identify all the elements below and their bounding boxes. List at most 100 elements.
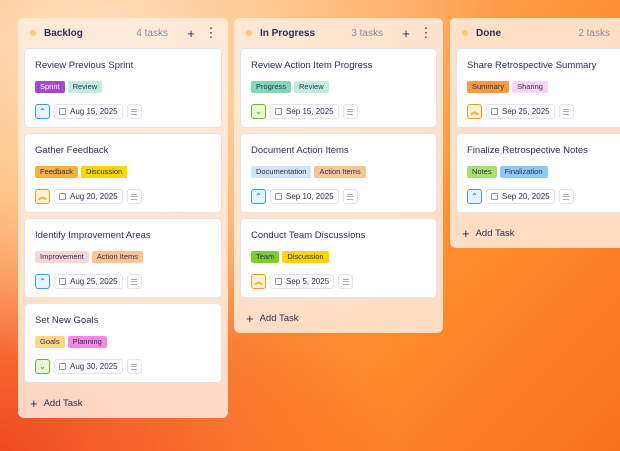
description-icon[interactable] xyxy=(342,104,358,119)
task-title: Review Action Item Progress xyxy=(251,60,373,71)
tag[interactable]: Goals xyxy=(35,336,65,348)
column-title: Backlog xyxy=(44,27,83,39)
task-card[interactable]: Document Action Items Documentation Action… xyxy=(240,133,437,213)
card-footer: ︽ Aug 20, 2025 xyxy=(35,189,211,204)
due-date: Sep 10, 2025 xyxy=(286,192,334,201)
task-card[interactable]: Review Action Item Progress Progress Revie… xyxy=(240,48,437,128)
due-date-button[interactable]: Aug 20, 2025 xyxy=(54,189,123,204)
column-header: In Progress 3 tasks + ⋮ xyxy=(240,18,437,48)
card-footer: ⌃ Sep 10, 2025 xyxy=(251,189,426,204)
tag[interactable]: Finalization xyxy=(499,166,548,178)
task-title: Document Action Items xyxy=(251,145,349,156)
tag[interactable]: Documentation xyxy=(251,166,312,178)
status-dot-icon xyxy=(30,30,36,36)
card-footer: ︽ Sep 5, 2025 xyxy=(251,274,426,289)
due-date-button[interactable]: Sep 5, 2025 xyxy=(270,274,335,289)
chevron-down-icon[interactable]: ⌄ xyxy=(35,359,50,374)
card-footer: ⌃ Aug 15, 2025 xyxy=(35,104,211,119)
description-icon[interactable] xyxy=(126,274,142,289)
double-chevron-up-icon[interactable]: ︽ xyxy=(35,189,50,204)
calendar-icon xyxy=(491,108,498,115)
tag[interactable]: Action Items xyxy=(91,251,144,263)
more-vertical-icon[interactable]: ⋮ xyxy=(419,25,433,40)
description-icon[interactable] xyxy=(126,104,142,119)
description-icon[interactable] xyxy=(342,189,358,204)
add-icon[interactable]: + xyxy=(402,25,410,41)
tag[interactable]: Summary xyxy=(467,81,510,93)
tag[interactable]: Planning xyxy=(67,336,107,348)
tag[interactable]: Discussion xyxy=(80,166,128,178)
task-title: Gather Feedback xyxy=(35,145,109,156)
chevron-up-icon[interactable]: ⌃ xyxy=(467,189,482,204)
due-date-button[interactable]: Aug 25, 2025 xyxy=(54,274,123,289)
chevron-down-icon[interactable]: ⌄ xyxy=(251,104,266,119)
column-done: Done 2 tasks Share Retrospective Summary Su… xyxy=(450,18,620,248)
task-card[interactable]: Conduct Team Discussions Team Discussion ︽ S… xyxy=(240,218,437,298)
tag-list: Progress Review xyxy=(251,81,426,93)
description-icon[interactable] xyxy=(126,189,142,204)
chevron-up-icon[interactable]: ⌃ xyxy=(35,274,50,289)
chevron-up-icon[interactable]: ⌃ xyxy=(251,189,266,204)
card-footer: ⌃ Aug 25, 2025 xyxy=(35,274,211,289)
task-title: Share Retrospective Summary xyxy=(467,60,597,71)
add-task-button[interactable]: + Add Task xyxy=(240,303,437,333)
tag[interactable]: Sharing xyxy=(512,81,548,93)
task-card[interactable]: Finalize Retrospective Notes Notes Finaliz… xyxy=(456,133,620,213)
task-card[interactable]: Review Previous Sprint Sprint Review ⌃ Aug 1… xyxy=(24,48,222,128)
task-title: Finalize Retrospective Notes xyxy=(467,145,588,156)
calendar-icon xyxy=(59,363,66,370)
task-title: Review Previous Sprint xyxy=(35,60,134,71)
card-footer: ⌃ Sep 20, 2025 xyxy=(467,189,613,204)
tag[interactable]: Action Items xyxy=(314,166,366,178)
tag-list: Feedback Discussion xyxy=(35,166,211,178)
calendar-icon xyxy=(275,278,282,285)
double-chevron-up-icon[interactable]: ︽ xyxy=(467,104,482,119)
task-title: Conduct Team Discussions xyxy=(251,230,366,241)
more-vertical-icon[interactable]: ⋮ xyxy=(204,25,218,40)
add-icon[interactable]: + xyxy=(187,25,195,41)
task-card[interactable]: Identify Improvement Areas Improvement Act… xyxy=(24,218,222,298)
add-task-button[interactable]: + Add Task xyxy=(456,218,620,248)
due-date-button[interactable]: Sep 20, 2025 xyxy=(486,189,555,204)
tag[interactable]: Discussion xyxy=(282,251,329,263)
due-date-button[interactable]: Sep 25, 2025 xyxy=(486,104,555,119)
column-title: Done xyxy=(476,27,501,39)
add-task-label: Add Task xyxy=(475,227,515,239)
tag[interactable]: Team xyxy=(251,251,280,263)
due-date: Sep 15, 2025 xyxy=(286,107,334,116)
task-card[interactable]: Gather Feedback Feedback Discussion ︽ Aug 20… xyxy=(24,133,222,213)
due-date-button[interactable]: Aug 15, 2025 xyxy=(54,104,123,119)
due-date: Sep 25, 2025 xyxy=(502,107,550,116)
tag[interactable]: Improvement xyxy=(35,251,89,263)
due-date-button[interactable]: Sep 10, 2025 xyxy=(270,189,339,204)
tag-list: Summary Sharing xyxy=(467,81,613,93)
double-chevron-up-icon[interactable]: ︽ xyxy=(251,274,266,289)
task-title: Identify Improvement Areas xyxy=(35,230,151,241)
description-icon[interactable] xyxy=(126,359,142,374)
tag-list: Notes Finalization xyxy=(467,166,613,178)
chevron-up-icon[interactable]: ⌃ xyxy=(35,104,50,119)
tag[interactable]: Review xyxy=(67,81,103,93)
column-header: Backlog 4 tasks + ⋮ xyxy=(24,18,222,48)
column-header: Done 2 tasks xyxy=(456,18,620,48)
tag[interactable]: Review xyxy=(294,81,329,93)
due-date-button[interactable]: Sep 15, 2025 xyxy=(270,104,339,119)
description-icon[interactable] xyxy=(558,104,574,119)
task-card[interactable]: Share Retrospective Summary Summary Sharin… xyxy=(456,48,620,128)
tag[interactable]: Progress xyxy=(251,81,292,93)
calendar-icon xyxy=(59,278,66,285)
add-task-label: Add Task xyxy=(259,312,299,324)
description-icon[interactable] xyxy=(338,274,354,289)
due-date: Aug 15, 2025 xyxy=(70,107,118,116)
task-card[interactable]: Set New Goals Goals Planning ⌄ Aug 30, 2025 xyxy=(24,303,222,383)
due-date-button[interactable]: Aug 30, 2025 xyxy=(54,359,123,374)
description-icon[interactable] xyxy=(558,189,574,204)
tag[interactable]: Sprint xyxy=(35,81,65,93)
due-date: Aug 20, 2025 xyxy=(70,192,118,201)
tag[interactable]: Feedback xyxy=(35,166,78,178)
calendar-icon xyxy=(59,108,66,115)
add-task-button[interactable]: + Add Task xyxy=(24,388,222,418)
status-dot-icon xyxy=(462,30,468,36)
tag[interactable]: Notes xyxy=(467,166,497,178)
column-in-progress: In Progress 3 tasks + ⋮ Review Action Item P… xyxy=(234,18,443,333)
